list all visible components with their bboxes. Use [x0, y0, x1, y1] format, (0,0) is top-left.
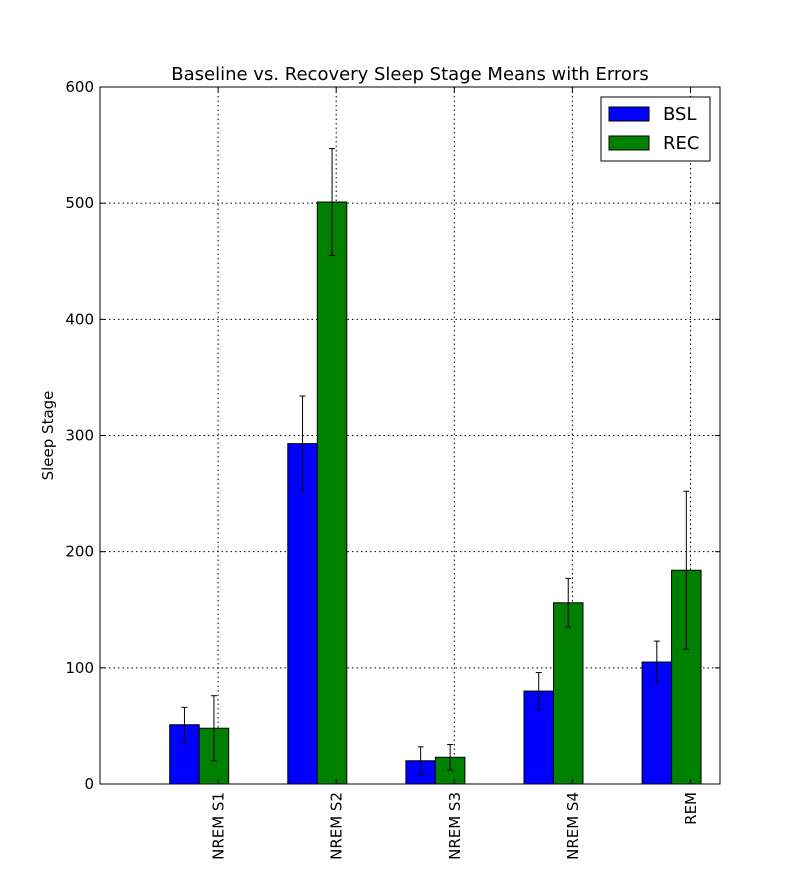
y-tick-label: 300: [65, 427, 94, 445]
bar-rec: [316, 201, 348, 785]
bars: [169, 201, 702, 785]
y-tick-label: 600: [65, 78, 94, 96]
y-tick-label: 200: [65, 543, 94, 561]
x-tick-label: NREM S2: [328, 792, 346, 860]
bar-rec: [552, 602, 584, 785]
y-tick-label: 0: [84, 775, 94, 793]
legend-label-bsl: BSL: [663, 104, 697, 125]
chart-title: Baseline vs. Recovery Sleep Stage Means …: [171, 64, 648, 85]
legend-swatch-bsl: [608, 106, 650, 122]
legend: BSL REC: [600, 96, 711, 162]
bar-bsl: [287, 443, 318, 785]
x-tick-label: NREM S4: [564, 792, 582, 860]
error-bars: [181, 148, 690, 776]
y-tick-label: 400: [65, 310, 94, 328]
x-axis-ticks: NREM S1 NREM S2 NREM S3 NREM S4 REM: [210, 87, 700, 860]
legend-swatch-rec: [608, 135, 650, 151]
x-tick-label: NREM S3: [446, 792, 464, 860]
legend-label-rec: REC: [663, 133, 699, 154]
y-axis-ticks: 0 100 200 300 400 500 600: [65, 78, 720, 793]
x-tick-label: NREM S1: [210, 792, 228, 860]
y-axis-label: Sleep Stage: [39, 391, 57, 481]
y-tick-label: 500: [65, 194, 94, 212]
y-tick-label: 100: [65, 659, 94, 677]
x-tick-label: REM: [682, 792, 700, 825]
